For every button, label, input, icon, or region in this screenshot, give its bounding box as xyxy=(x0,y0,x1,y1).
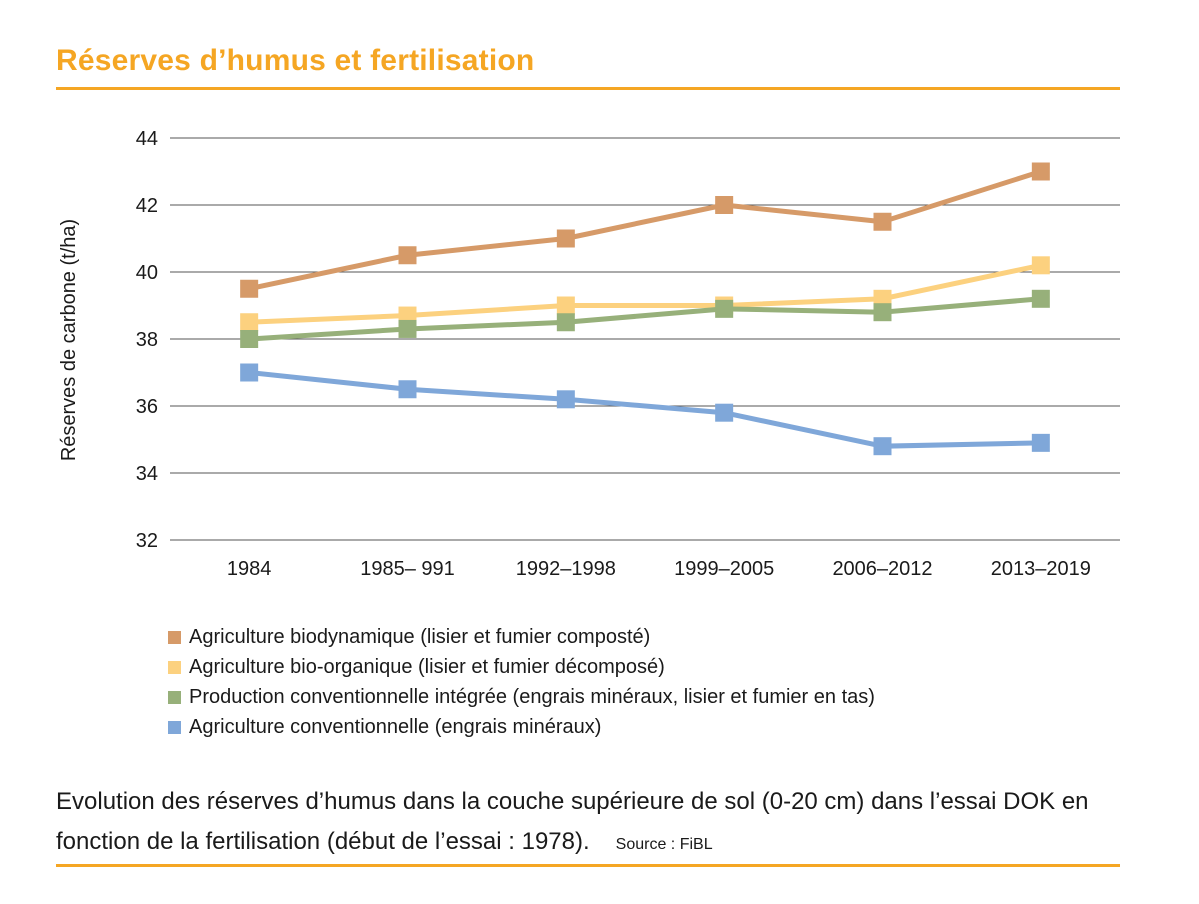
data-point xyxy=(240,279,259,298)
legend-label: Production conventionnelle intégrée (eng… xyxy=(189,685,875,708)
data-point xyxy=(1031,162,1050,181)
legend-item: Production conventionnelle intégrée (eng… xyxy=(168,682,875,712)
caption-text: Evolution des réserves d’humus dans la c… xyxy=(56,788,1089,855)
legend-label: Agriculture biodynamique (lisier et fumi… xyxy=(189,625,651,648)
source-note: Source : FiBL xyxy=(615,836,713,853)
x-tick-label: 1992–1998 xyxy=(516,558,616,580)
data-point xyxy=(873,212,892,231)
data-point xyxy=(240,330,259,348)
x-tick-label: 2006–2012 xyxy=(832,558,932,580)
page-title: Réserves d’humus et fertilisation xyxy=(56,44,535,77)
y-axis-label: Réserves de carbone (t/ha) xyxy=(58,219,80,461)
series-line xyxy=(249,296,1042,342)
legend-item: Agriculture biodynamique (lisier et fumi… xyxy=(168,622,875,652)
legend-item: Agriculture conventionnelle (engrais min… xyxy=(168,712,875,742)
series-line xyxy=(248,370,1041,449)
data-point xyxy=(873,437,892,456)
legend-swatch xyxy=(168,630,181,644)
y-tick-labels: 32 34 36 38 40 42 44 xyxy=(136,128,158,552)
line-chart: 32 34 36 38 40 42 44 1984 1985– 991 1992–1998 199… xyxy=(58,128,1120,580)
y-tick-label: 38 xyxy=(136,329,158,351)
data-point xyxy=(398,319,417,338)
series-4 xyxy=(240,363,1050,456)
top-divider xyxy=(56,87,1120,90)
data-point xyxy=(1031,433,1050,452)
series-layer xyxy=(240,162,1050,456)
y-tick-label: 36 xyxy=(136,396,158,418)
data-point xyxy=(1031,256,1050,275)
data-point xyxy=(556,390,575,409)
series-line xyxy=(249,262,1042,325)
legend-item: Agriculture bio-organique (lisier et fum… xyxy=(168,652,875,682)
bottom-divider xyxy=(56,864,1120,867)
legend-label: Agriculture conventionnelle (engrais min… xyxy=(189,715,602,738)
series-3 xyxy=(240,289,1050,348)
series-line xyxy=(248,169,1042,292)
data-point xyxy=(398,246,417,265)
series-1 xyxy=(240,162,1050,298)
data-point xyxy=(556,296,575,315)
data-point xyxy=(240,313,259,332)
legend-swatch xyxy=(168,720,181,734)
grid-layer xyxy=(170,137,1120,541)
y-tick-label: 42 xyxy=(136,195,158,217)
data-point xyxy=(715,299,734,318)
data-point xyxy=(873,303,892,322)
x-tick-label: 1984 xyxy=(227,558,272,580)
legend: Agriculture biodynamique (lisier et fumi… xyxy=(168,622,875,742)
legend-swatch xyxy=(168,660,181,674)
x-tick-label: 2013–2019 xyxy=(991,558,1091,580)
y-tick-label: 32 xyxy=(136,530,158,552)
data-point xyxy=(556,229,575,248)
data-point xyxy=(1031,289,1050,308)
data-point xyxy=(715,196,734,214)
legend-label: Agriculture bio-organique (lisier et fum… xyxy=(189,655,665,678)
y-tick-label: 40 xyxy=(136,262,158,284)
series-2 xyxy=(240,256,1050,332)
legend-swatch xyxy=(168,690,181,704)
x-tick-label: 1999–2005 xyxy=(674,558,774,580)
x-tick-labels: 1984 1985– 991 1992–1998 1999–2005 2006–2012… xyxy=(227,558,1091,580)
data-point xyxy=(240,363,259,382)
y-tick-label: 34 xyxy=(136,463,158,485)
data-point xyxy=(398,380,417,399)
figure-caption: Evolution des réserves d’humus dans la c… xyxy=(56,782,1136,865)
x-tick-label: 1985– 991 xyxy=(360,558,455,580)
data-point xyxy=(715,403,734,422)
data-point xyxy=(556,313,575,332)
y-tick-label: 44 xyxy=(136,128,158,150)
